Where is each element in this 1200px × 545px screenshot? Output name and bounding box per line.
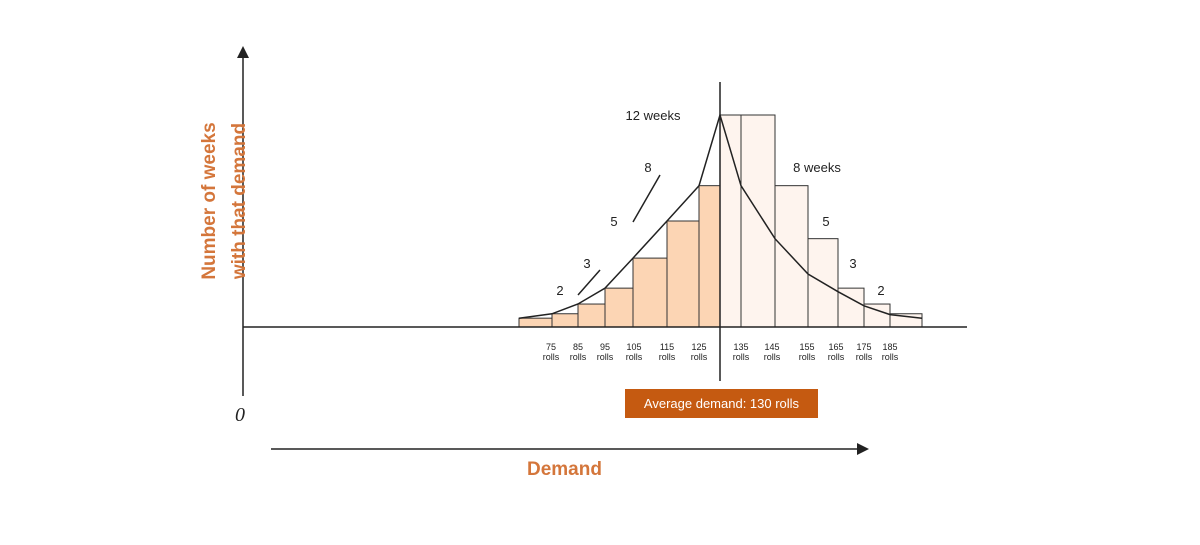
x-tick-unit: rolls bbox=[626, 352, 643, 362]
y-axis-label-line-2: with that demand bbox=[229, 122, 250, 280]
curve-annotation: 8 weeks bbox=[793, 160, 841, 175]
y-axis-label-line-1: Number of weeks bbox=[199, 122, 220, 280]
x-tick-unit: rolls bbox=[570, 352, 587, 362]
x-tick-value: 145 bbox=[764, 342, 779, 352]
histogram-bar bbox=[604, 287, 634, 328]
x-tick-unit: rolls bbox=[733, 352, 750, 362]
curve-annotation: 3 bbox=[583, 256, 590, 271]
curve-annotation: 8 bbox=[644, 160, 651, 175]
histogram-bar bbox=[698, 185, 721, 328]
x-axis-label: Demand bbox=[527, 459, 602, 480]
histogram-bar bbox=[518, 317, 553, 328]
curve-annotation: 5 bbox=[610, 214, 617, 229]
x-tick-value: 155 bbox=[799, 342, 814, 352]
x-tick-unit: rolls bbox=[764, 352, 781, 362]
x-tick-unit: rolls bbox=[597, 352, 614, 362]
x-tick-unit: rolls bbox=[691, 352, 708, 362]
histogram-bar bbox=[719, 114, 742, 328]
x-tick-unit: rolls bbox=[543, 352, 560, 362]
x-tick-value: 165 bbox=[828, 342, 843, 352]
x-tick-value: 185 bbox=[882, 342, 897, 352]
x-tick-value: 175 bbox=[856, 342, 871, 352]
curve-annotation: 2 bbox=[556, 283, 563, 298]
x-tick-value: 105 bbox=[626, 342, 641, 352]
x-tick-value: 75 bbox=[546, 342, 556, 352]
average-demand-badge: Average demand: 130 rolls bbox=[625, 389, 818, 418]
histogram-bar bbox=[577, 303, 606, 328]
curve-annotation: 2 bbox=[877, 283, 884, 298]
histogram-bar bbox=[551, 313, 579, 328]
x-tick-unit: rolls bbox=[799, 352, 816, 362]
x-tick-value: 115 bbox=[660, 342, 674, 352]
curve-annotation: 3 bbox=[849, 256, 856, 271]
x-tick-unit: rolls bbox=[828, 352, 845, 362]
x-tick-value: 135 bbox=[733, 342, 748, 352]
x-tick-unit: rolls bbox=[659, 352, 676, 362]
curve-annotation: 12 weeks bbox=[626, 108, 681, 123]
histogram-bar bbox=[632, 257, 668, 328]
x-tick-value: 125 bbox=[691, 342, 706, 352]
x-tick-unit: rolls bbox=[882, 352, 899, 362]
curve-segment bbox=[632, 174, 661, 223]
curve-segment bbox=[577, 269, 601, 296]
origin-label: 0 bbox=[235, 404, 245, 426]
y-axis-label: Number of weeks with that demand bbox=[170, 120, 250, 280]
histogram-bar bbox=[666, 220, 700, 328]
histogram-bar bbox=[740, 114, 776, 328]
x-tick-value: 95 bbox=[600, 342, 610, 352]
x-tick-unit: rolls bbox=[856, 352, 873, 362]
curve-annotation: 5 bbox=[822, 214, 829, 229]
x-tick-value: 85 bbox=[573, 342, 583, 352]
distribution-curve bbox=[518, 112, 923, 319]
